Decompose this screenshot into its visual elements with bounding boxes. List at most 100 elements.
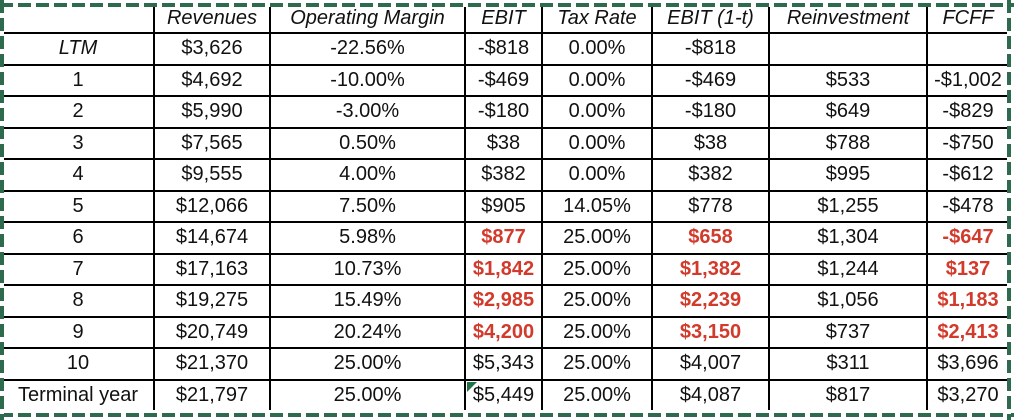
table-cell[interactable]: $877	[464, 221, 543, 255]
column-header-ebit[interactable]: EBIT	[464, 5, 543, 34]
table-cell[interactable]: $995	[768, 158, 928, 192]
table-cell[interactable]: $1,255	[768, 189, 928, 223]
column-header-ebit-1-t[interactable]: EBIT (1-t)	[651, 5, 770, 34]
table-cell[interactable]: 25.00%	[541, 252, 653, 286]
table-cell[interactable]: 4.00%	[269, 158, 466, 192]
row-label-cell[interactable]: 10	[1, 347, 155, 381]
table-cell[interactable]: 25.00%	[269, 347, 466, 381]
table-cell[interactable]: $737	[768, 315, 928, 349]
table-cell[interactable]: $4,087	[651, 378, 770, 410]
table-cell[interactable]: $3,150	[651, 315, 770, 349]
row-label-cell[interactable]: 6	[1, 221, 155, 255]
table-cell[interactable]: -$647	[926, 221, 1010, 255]
table-cell[interactable]: $3,626	[153, 32, 271, 66]
table-cell[interactable]: $1,244	[768, 252, 928, 286]
table-cell[interactable]	[768, 32, 928, 66]
table-cell[interactable]: $14,674	[153, 221, 271, 255]
table-cell[interactable]: $649	[768, 95, 928, 129]
table-cell[interactable]: $4,200	[464, 315, 543, 349]
table-cell[interactable]: $12,066	[153, 189, 271, 223]
table-cell[interactable]: $905	[464, 189, 543, 223]
table-cell[interactable]: 0.00%	[541, 32, 653, 66]
table-cell[interactable]: -$829	[926, 95, 1010, 129]
table-cell[interactable]: $4,007	[651, 347, 770, 381]
table-cell[interactable]: 0.00%	[541, 126, 653, 160]
table-cell[interactable]: $533	[768, 63, 928, 97]
table-cell[interactable]: $788	[768, 126, 928, 160]
table-cell[interactable]: 25.00%	[269, 378, 466, 410]
table-cell[interactable]: 14.05%	[541, 189, 653, 223]
row-label-cell[interactable]: 8	[1, 284, 155, 318]
table-cell[interactable]: -22.56%	[269, 32, 466, 66]
table-cell[interactable]: -$469	[651, 63, 770, 97]
column-header-row-label[interactable]	[1, 5, 155, 34]
column-header-reinvestment[interactable]: Reinvestment	[768, 5, 928, 34]
table-cell[interactable]: 0.00%	[541, 95, 653, 129]
table-cell[interactable]: $5,449	[464, 378, 543, 410]
table-cell[interactable]: $20,749	[153, 315, 271, 349]
table-cell[interactable]: $38	[651, 126, 770, 160]
row-label-cell[interactable]: Terminal year	[1, 378, 155, 410]
table-cell[interactable]: $21,797	[153, 378, 271, 410]
column-header-fcff[interactable]: FCFF	[926, 5, 1010, 34]
row-label-cell[interactable]: 5	[1, 189, 155, 223]
table-cell[interactable]: -10.00%	[269, 63, 466, 97]
row-label-cell[interactable]: 7	[1, 252, 155, 286]
row-label-cell[interactable]: 9	[1, 315, 155, 349]
table-cell[interactable]: $7,565	[153, 126, 271, 160]
table-cell[interactable]: $137	[926, 252, 1010, 286]
row-label-cell[interactable]: 1	[1, 63, 155, 97]
table-cell[interactable]: $1,304	[768, 221, 928, 255]
table-cell[interactable]: $2,413	[926, 315, 1010, 349]
table-cell[interactable]: $1,056	[768, 284, 928, 318]
table-cell[interactable]: $5,990	[153, 95, 271, 129]
table-cell[interactable]: $311	[768, 347, 928, 381]
table-cell[interactable]: -$180	[651, 95, 770, 129]
table-cell[interactable]: $817	[768, 378, 928, 410]
table-cell[interactable]: $19,275	[153, 284, 271, 318]
table-cell[interactable]: 10.73%	[269, 252, 466, 286]
table-cell[interactable]: $382	[651, 158, 770, 192]
row-label-cell[interactable]: LTM	[1, 32, 155, 66]
table-cell[interactable]: -3.00%	[269, 95, 466, 129]
table-cell[interactable]: $382	[464, 158, 543, 192]
table-cell[interactable]: 25.00%	[541, 221, 653, 255]
column-header-revenues[interactable]: Revenues	[153, 5, 271, 34]
table-cell[interactable]: 25.00%	[541, 315, 653, 349]
column-header-operating-margin[interactable]: Operating Margin	[269, 5, 466, 34]
table-cell[interactable]: 5.98%	[269, 221, 466, 255]
table-cell[interactable]: -$469	[464, 63, 543, 97]
table-cell[interactable]: -$180	[464, 95, 543, 129]
table-cell[interactable]: $1,842	[464, 252, 543, 286]
table-cell[interactable]: $778	[651, 189, 770, 223]
table-cell[interactable]: $4,692	[153, 63, 271, 97]
table-cell[interactable]: $5,343	[464, 347, 543, 381]
row-label-cell[interactable]: 4	[1, 158, 155, 192]
table-cell[interactable]: 7.50%	[269, 189, 466, 223]
row-label-cell[interactable]: 3	[1, 126, 155, 160]
table-cell[interactable]: $2,239	[651, 284, 770, 318]
table-cell[interactable]: 25.00%	[541, 378, 653, 410]
table-cell[interactable]: 0.50%	[269, 126, 466, 160]
table-cell[interactable]: $1,382	[651, 252, 770, 286]
table-cell[interactable]: 0.00%	[541, 63, 653, 97]
table-cell[interactable]: $38	[464, 126, 543, 160]
table-cell[interactable]: 20.24%	[269, 315, 466, 349]
table-cell[interactable]: $1,183	[926, 284, 1010, 318]
table-cell[interactable]: -$1,002	[926, 63, 1010, 97]
table-cell[interactable]: $3,270	[926, 378, 1010, 410]
table-cell[interactable]: $3,696	[926, 347, 1010, 381]
table-cell[interactable]: -$818	[651, 32, 770, 66]
table-cell[interactable]: $21,370	[153, 347, 271, 381]
table-cell[interactable]: -$818	[464, 32, 543, 66]
table-cell[interactable]: $9,555	[153, 158, 271, 192]
table-cell[interactable]: -$478	[926, 189, 1010, 223]
table-cell[interactable]: -$612	[926, 158, 1010, 192]
row-label-cell[interactable]: 2	[1, 95, 155, 129]
table-cell[interactable]: 15.49%	[269, 284, 466, 318]
table-cell[interactable]	[926, 32, 1010, 66]
table-cell[interactable]: 25.00%	[541, 284, 653, 318]
column-header-tax-rate[interactable]: Tax Rate	[541, 5, 653, 34]
table-cell[interactable]: 0.00%	[541, 158, 653, 192]
table-cell[interactable]: $2,985	[464, 284, 543, 318]
